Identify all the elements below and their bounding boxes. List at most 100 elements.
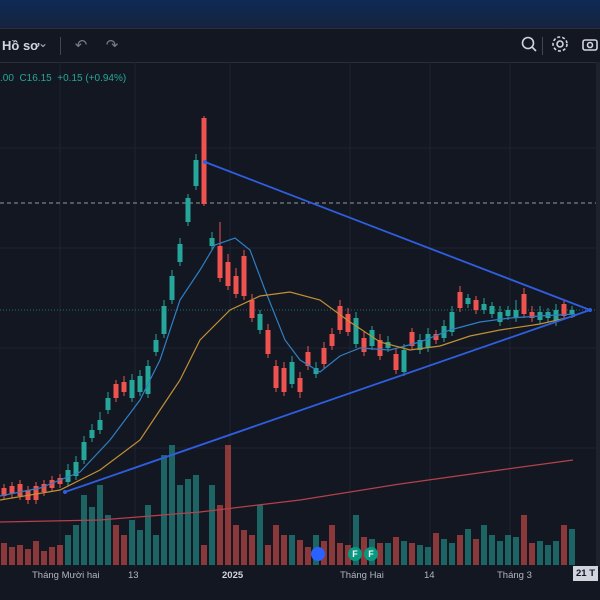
volume-bar	[297, 540, 303, 565]
candle	[521, 294, 527, 314]
volume-bar	[169, 445, 175, 565]
candle	[369, 330, 375, 346]
candle	[73, 462, 79, 476]
candle	[153, 340, 159, 352]
candle	[17, 484, 23, 496]
volume-bar	[481, 525, 487, 565]
undo-icon[interactable]: ↶	[74, 37, 88, 54]
volume-bar	[161, 455, 167, 565]
dividend-icon[interactable]	[311, 547, 325, 561]
volume-bar	[65, 535, 71, 565]
volume-bar	[25, 549, 31, 565]
volume-bar	[409, 543, 415, 565]
volume-bar	[49, 547, 55, 565]
price-chart[interactable]	[0, 62, 600, 567]
toolbar-divider	[60, 37, 61, 55]
volume-bar	[353, 515, 359, 565]
candle	[257, 314, 263, 330]
candle	[449, 312, 455, 332]
volume-bar	[193, 475, 199, 565]
x-axis-label: 14	[424, 570, 435, 581]
candle	[241, 256, 247, 296]
volume-bar	[521, 515, 527, 565]
x-axis-label: 2025	[222, 570, 244, 581]
volume-bar	[249, 535, 255, 565]
candle	[553, 310, 559, 322]
redo-icon[interactable]: ↷	[105, 37, 119, 54]
ma-fast-line	[0, 237, 576, 497]
volume-bar	[505, 535, 511, 565]
volume-bar	[81, 495, 87, 565]
candle	[177, 244, 183, 262]
candle	[249, 300, 255, 318]
camera-icon[interactable]	[579, 35, 600, 57]
volume-bar	[233, 525, 239, 565]
volume-bar	[241, 530, 247, 565]
candle	[425, 334, 431, 348]
volume-bar	[225, 445, 231, 565]
candle	[233, 276, 239, 294]
volume-bar	[153, 535, 159, 565]
volume-bar	[89, 507, 95, 565]
candle	[401, 350, 407, 372]
triangle-trendlines	[63, 160, 592, 494]
volume-bar	[257, 505, 263, 565]
volume-bar	[497, 541, 503, 565]
candle	[289, 362, 295, 384]
chevron-down-icon[interactable]: ⌄	[38, 36, 49, 50]
candle	[529, 312, 535, 318]
volume-bar	[105, 515, 111, 565]
candle	[345, 314, 351, 332]
volume-bar	[305, 547, 311, 565]
candle	[313, 368, 319, 374]
candle	[1, 488, 7, 496]
candle	[489, 306, 495, 314]
candle	[137, 376, 143, 392]
candle	[377, 340, 383, 356]
candle	[65, 470, 71, 482]
volume-bar	[129, 520, 135, 565]
candle	[417, 340, 423, 350]
candle	[169, 276, 175, 300]
candle	[97, 420, 103, 430]
candle	[569, 310, 575, 314]
volume-bar	[433, 533, 439, 565]
gear-icon[interactable]	[549, 35, 571, 57]
volume-bar	[41, 551, 47, 565]
candle	[209, 238, 215, 246]
candle	[561, 304, 567, 316]
candle	[281, 368, 287, 392]
candle	[57, 478, 63, 484]
volume-bar	[529, 543, 535, 565]
ma-long-line	[0, 459, 574, 523]
volume-bar	[473, 539, 479, 565]
candle	[273, 366, 279, 388]
candle	[457, 292, 463, 308]
lower-trendline	[64, 309, 591, 493]
candle	[193, 160, 199, 186]
zoom-search-icon[interactable]	[518, 35, 540, 57]
trendline-anchor	[203, 160, 207, 164]
ohlc-legend: .00 C16.15 +0.15 (+0.94%)	[0, 73, 127, 84]
candle	[33, 486, 39, 500]
candle	[297, 378, 303, 392]
candle	[9, 486, 15, 494]
chart-toolbar: Hồ sơ ⌄ ↶ ↷	[0, 30, 600, 63]
financials-icon[interactable]: F	[348, 547, 362, 561]
x-axis-label: Tháng 3	[497, 570, 532, 581]
candle	[505, 310, 511, 316]
candle	[433, 334, 439, 340]
x-axis-label: Tháng Mười hai	[32, 570, 100, 581]
candle	[473, 300, 479, 310]
candle	[145, 366, 151, 394]
candle	[385, 342, 391, 348]
financials-icon[interactable]: F	[364, 547, 378, 561]
profile-label[interactable]: Hồ sơ	[2, 38, 40, 53]
candle	[337, 306, 343, 330]
upper-trendline	[204, 161, 591, 311]
volume-bar	[57, 545, 63, 565]
price-scale-edge	[596, 62, 600, 567]
candle	[217, 246, 223, 278]
candle	[481, 304, 487, 310]
candle	[161, 306, 167, 334]
